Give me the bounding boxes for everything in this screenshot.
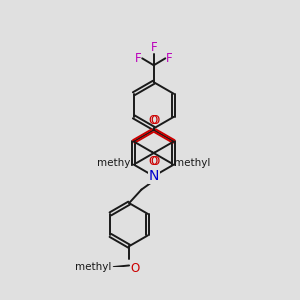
Text: O: O <box>150 155 159 168</box>
Text: methyl: methyl <box>97 158 133 168</box>
Text: methyl: methyl <box>174 158 211 168</box>
Text: F: F <box>166 52 173 65</box>
Text: O: O <box>150 114 159 127</box>
Text: F: F <box>135 52 141 65</box>
Text: methyl: methyl <box>75 262 111 272</box>
Text: F: F <box>150 41 157 54</box>
Text: O: O <box>148 155 158 168</box>
Text: N: N <box>148 169 159 183</box>
Text: O: O <box>148 114 158 127</box>
Text: O: O <box>131 262 140 275</box>
